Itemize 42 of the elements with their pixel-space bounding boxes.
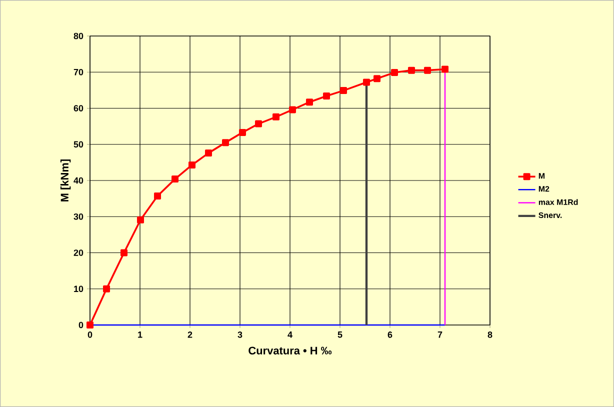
x-tick-label: 8 — [488, 332, 492, 338]
x-tick-label: 6 — [388, 332, 392, 338]
x-axis-title: Curvatura • H ‰ — [248, 346, 332, 354]
y-tick-label: 30 — [74, 213, 84, 220]
point — [363, 78, 370, 86]
x-tick-label: 1 — [138, 332, 142, 338]
point — [323, 92, 330, 100]
x-tick-label: 5 — [338, 332, 342, 338]
point — [424, 66, 432, 74]
point — [442, 66, 449, 73]
point — [289, 106, 296, 114]
y-tick-label: 20 — [74, 250, 84, 256]
x-tick-label: 3 — [238, 332, 242, 338]
point — [120, 249, 128, 256]
y-tick-label: 60 — [74, 105, 84, 112]
point — [255, 120, 262, 128]
point — [205, 150, 212, 157]
point — [188, 161, 196, 168]
x-tick-label: 7 — [438, 332, 442, 338]
y-tick-label: 40 — [74, 177, 84, 184]
x-tick-label: 2 — [188, 332, 192, 338]
point — [86, 322, 94, 328]
x-tick-label: 4 — [288, 332, 292, 338]
point — [374, 75, 381, 82]
y-tick-label: 10 — [74, 286, 84, 292]
point — [391, 68, 398, 76]
point — [103, 285, 110, 292]
point — [154, 192, 162, 200]
x-tick-label: 0 — [88, 332, 92, 338]
y-tick-label: 0 — [78, 322, 84, 328]
y-tick-label: 80 — [74, 32, 84, 40]
point — [408, 66, 416, 74]
point — [239, 128, 246, 136]
y-axis-title: M [kNm] — [60, 160, 71, 202]
point — [222, 139, 230, 146]
point — [272, 113, 280, 120]
point — [172, 176, 179, 183]
point — [137, 216, 144, 224]
point — [340, 87, 348, 94]
y-tick-label: 50 — [74, 141, 84, 148]
y-tick-label: 70 — [74, 68, 84, 76]
point — [306, 98, 314, 106]
